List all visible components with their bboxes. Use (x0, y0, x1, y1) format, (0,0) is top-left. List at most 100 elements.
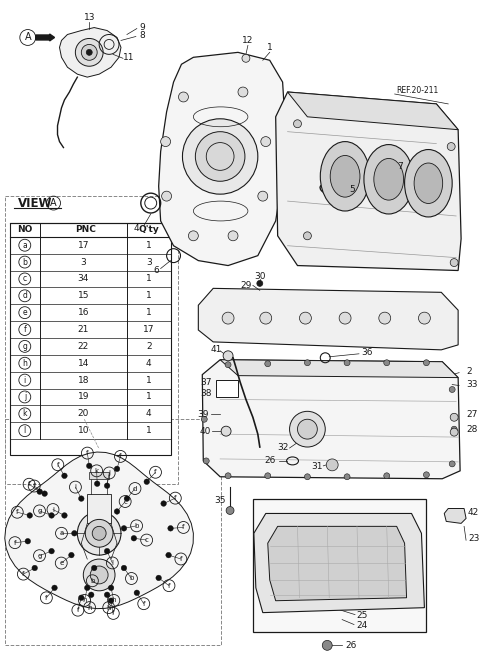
Text: 35: 35 (215, 496, 226, 505)
Text: f: f (57, 461, 59, 468)
Text: 11: 11 (123, 53, 135, 62)
Text: f: f (86, 450, 89, 456)
Text: 17: 17 (143, 325, 155, 334)
Circle shape (25, 538, 31, 544)
Circle shape (27, 512, 33, 518)
Circle shape (84, 559, 115, 591)
Text: 1: 1 (146, 375, 152, 385)
Circle shape (88, 592, 94, 598)
Polygon shape (254, 514, 424, 612)
Circle shape (161, 500, 167, 506)
Circle shape (61, 512, 67, 518)
Circle shape (32, 565, 37, 571)
Text: Q'ty: Q'ty (138, 225, 159, 234)
Circle shape (225, 361, 231, 367)
Text: b: b (129, 575, 133, 581)
Circle shape (322, 640, 332, 650)
Circle shape (124, 496, 130, 501)
Text: 19: 19 (78, 393, 89, 401)
Text: 4: 4 (146, 409, 152, 418)
Text: 1: 1 (146, 275, 152, 283)
Text: A: A (50, 198, 57, 208)
Circle shape (49, 512, 54, 518)
Text: f: f (174, 495, 177, 501)
Text: 4: 4 (146, 359, 152, 367)
Text: j: j (108, 470, 110, 476)
Text: 1: 1 (146, 393, 152, 401)
Text: f: f (182, 524, 185, 530)
Circle shape (238, 87, 248, 97)
Circle shape (37, 489, 42, 495)
Circle shape (450, 428, 458, 436)
Circle shape (84, 585, 90, 591)
Text: 34: 34 (78, 275, 89, 283)
Circle shape (384, 473, 390, 479)
Ellipse shape (405, 150, 452, 217)
Circle shape (226, 506, 234, 514)
Bar (87, 494, 111, 524)
Circle shape (131, 536, 137, 541)
Circle shape (85, 520, 113, 547)
Polygon shape (444, 508, 466, 524)
Text: f: f (14, 540, 16, 545)
Bar (89, 472, 109, 479)
Text: e: e (59, 560, 63, 566)
Circle shape (265, 473, 271, 479)
Text: REF.20-211: REF.20-211 (396, 85, 439, 95)
Text: 22: 22 (78, 342, 89, 351)
Bar (5, 419, 221, 645)
Circle shape (261, 136, 271, 146)
Text: f: f (119, 453, 122, 459)
Polygon shape (60, 28, 121, 77)
Text: 33: 33 (466, 380, 478, 389)
Polygon shape (220, 359, 458, 377)
Circle shape (195, 132, 245, 181)
Text: 16: 16 (78, 308, 89, 317)
Circle shape (114, 508, 120, 514)
Text: f: f (143, 600, 145, 606)
Circle shape (222, 312, 234, 324)
Polygon shape (268, 526, 407, 600)
Polygon shape (276, 92, 461, 271)
Circle shape (104, 548, 110, 554)
Text: 15: 15 (78, 291, 89, 301)
Ellipse shape (414, 163, 443, 203)
Text: f: f (154, 469, 157, 475)
Circle shape (300, 312, 312, 324)
Text: 23: 23 (468, 534, 480, 543)
Circle shape (189, 231, 198, 241)
Text: 26: 26 (264, 456, 276, 465)
Text: i: i (74, 484, 76, 490)
Text: 2: 2 (146, 342, 152, 351)
Circle shape (384, 359, 390, 365)
Circle shape (257, 281, 263, 287)
Bar (10, 223, 170, 455)
Text: f: f (45, 595, 48, 601)
Circle shape (228, 231, 238, 241)
Text: 18: 18 (78, 375, 89, 385)
Text: 40: 40 (200, 426, 211, 436)
Text: 3: 3 (81, 258, 86, 267)
Circle shape (166, 552, 171, 558)
Text: c: c (144, 537, 149, 543)
Circle shape (201, 416, 207, 422)
Ellipse shape (374, 158, 404, 200)
Circle shape (260, 312, 272, 324)
Circle shape (304, 474, 311, 480)
Text: 20: 20 (78, 409, 89, 418)
Circle shape (81, 44, 97, 60)
Text: f: f (33, 483, 36, 489)
Circle shape (168, 526, 173, 531)
Text: g: g (23, 342, 27, 351)
Ellipse shape (364, 144, 413, 214)
Text: NO: NO (17, 225, 33, 234)
Bar (5, 196, 179, 484)
Text: b: b (23, 258, 27, 267)
Circle shape (344, 474, 350, 480)
Circle shape (104, 592, 110, 598)
Text: 28: 28 (466, 424, 478, 434)
Text: 8: 8 (139, 31, 144, 40)
Circle shape (204, 458, 209, 464)
Text: f: f (28, 481, 30, 487)
FancyArrow shape (36, 34, 55, 41)
